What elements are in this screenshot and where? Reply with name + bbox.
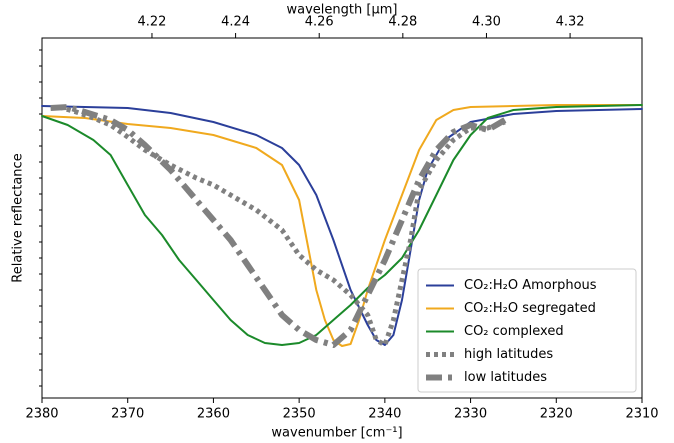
x-tick-label: 2350 <box>283 407 316 422</box>
series-line <box>50 104 507 348</box>
series-line <box>41 105 643 346</box>
plot-frame <box>41 37 643 399</box>
y-axis-label: Relative reflectance <box>11 153 26 282</box>
x2-tick-label: 4.32 <box>556 15 585 30</box>
x-tick-label: 2330 <box>454 407 487 422</box>
x-tick-label: 2360 <box>197 407 230 422</box>
series-line <box>41 104 643 346</box>
x2-axis-label: wavelength [μm] <box>287 3 398 18</box>
x-axis-label: wavenumber [cm⁻¹] <box>271 426 402 441</box>
x2-tick-label: 4.22 <box>137 15 166 30</box>
x2-tick-label: 4.30 <box>472 15 501 30</box>
x-tick-label: 2340 <box>368 407 401 422</box>
x-tick-label: 2380 <box>25 407 58 422</box>
legend-label: CO₂ complexed <box>464 324 564 339</box>
legend-label: CO₂:H₂O segregated <box>464 301 596 316</box>
legend-label: CO₂:H₂O Amorphous <box>464 278 597 293</box>
legend-label: high latitudes <box>464 347 553 362</box>
x2-tick-label: 4.26 <box>305 15 334 30</box>
x2-tick-label: 4.24 <box>221 15 250 30</box>
x-tick-label: 2310 <box>625 407 658 422</box>
x-tick-label: 2320 <box>540 407 573 422</box>
x2-tick-label: 4.28 <box>388 15 417 30</box>
legend-label: low latitudes <box>464 370 547 385</box>
x-tick-label: 2370 <box>111 407 144 422</box>
legend-box <box>417 268 637 393</box>
